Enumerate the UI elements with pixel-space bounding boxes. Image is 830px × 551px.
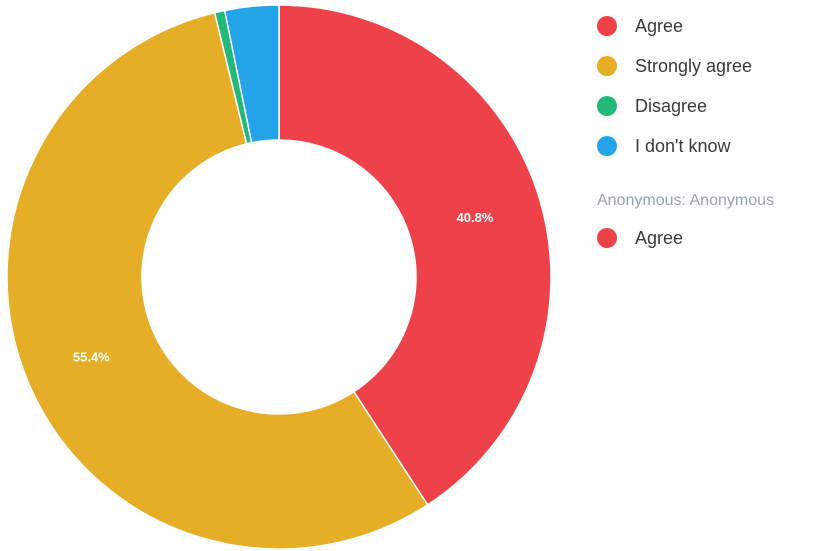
- slice-i-don-t-know[interactable]: [223, 4, 280, 144]
- slice-agree[interactable]: [278, 4, 552, 506]
- legend-item-disagree[interactable]: Disagree: [597, 86, 830, 126]
- legend-marker-agree: [597, 16, 617, 36]
- legend-group-item-agree[interactable]: Agree: [597, 218, 830, 258]
- legend-label-strongly-agree: Strongly agree: [635, 55, 753, 76]
- legend-label-disagree: Disagree: [635, 95, 708, 116]
- slice-value-label-strongly-agree: 55.4%: [73, 350, 110, 365]
- legend-marker-strongly-agree: [597, 56, 617, 76]
- legend-item-agree[interactable]: Agree: [597, 6, 830, 46]
- legend-group-title: Anonymous: Anonymous: [597, 192, 774, 209]
- slice-strongly-agree[interactable]: [6, 11, 429, 550]
- legend-marker-i-dont-know: [597, 136, 617, 156]
- legend-label-agree: Agree: [635, 15, 684, 36]
- legend-marker-disagree: [597, 96, 617, 116]
- legend-label-i-dont-know: I don't know: [635, 135, 731, 156]
- donut-chart: 40.8% 55.4%: [6, 4, 552, 550]
- legend-group-label-agree: Agree: [635, 227, 684, 248]
- slice-value-label-agree: 40.8%: [457, 210, 494, 225]
- legend: Agree Strongly agree Disagree I don't kn…: [597, 6, 830, 258]
- legend-item-strongly-agree[interactable]: Strongly agree: [597, 46, 830, 86]
- legend-group-marker-agree: [597, 228, 617, 248]
- legend-item-i-dont-know[interactable]: I don't know: [597, 126, 830, 166]
